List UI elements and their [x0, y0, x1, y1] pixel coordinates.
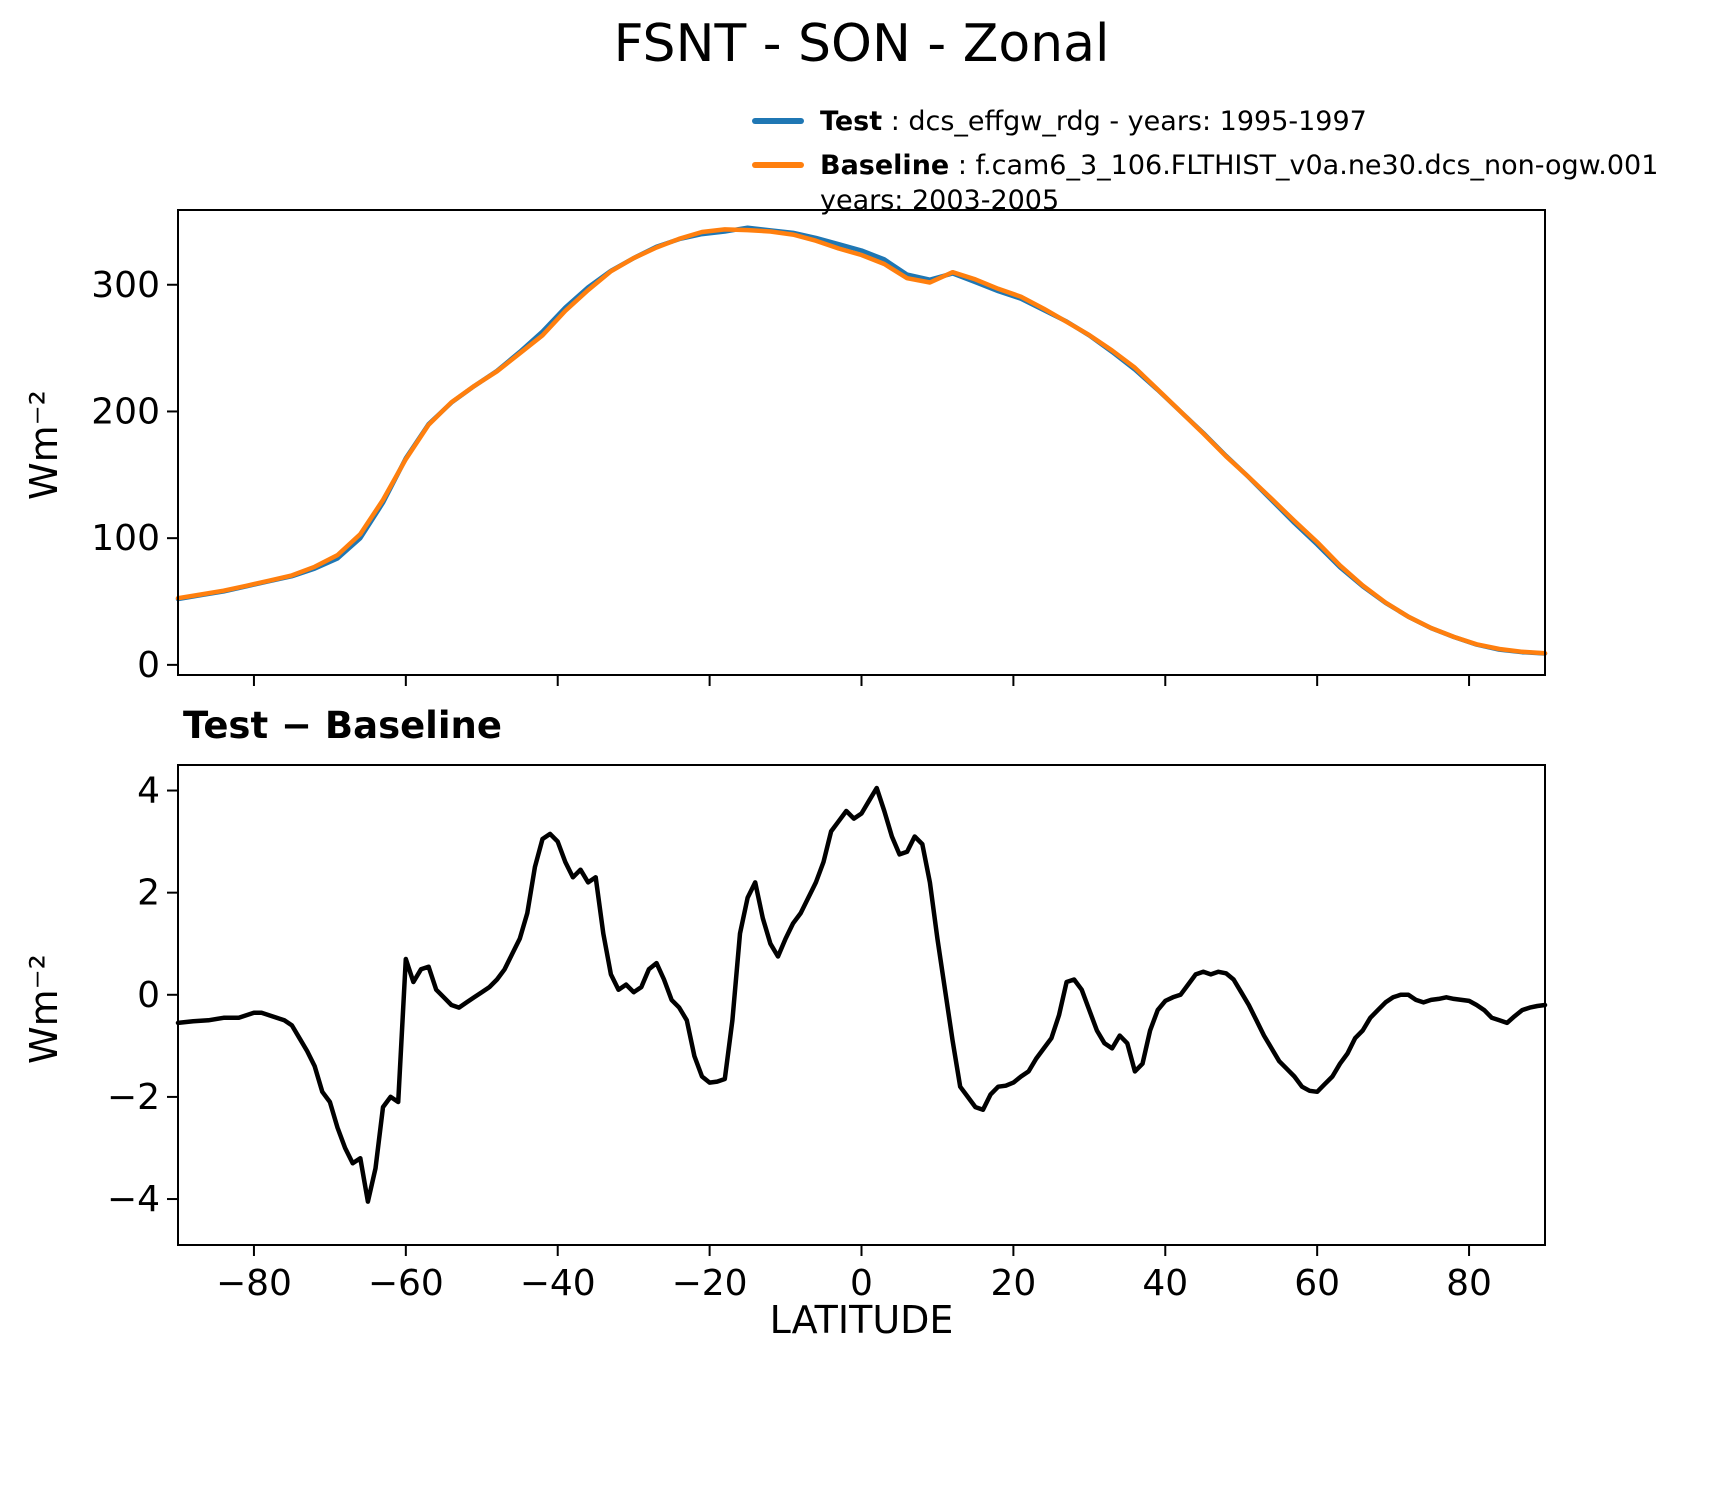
x-tick-label: −60	[368, 1263, 444, 1304]
diff-panel-title: Test − Baseline	[183, 704, 502, 747]
legend-test-label: Test	[820, 106, 883, 137]
x-axis-label: LATITUDE	[769, 1298, 954, 1342]
x-tick-label: 20	[990, 1263, 1036, 1304]
x-tick-label: 60	[1294, 1263, 1340, 1304]
legend-text-baseline: Baseline : f.cam6_3_106.FLTHIST_v0a.ne30…	[820, 148, 1658, 219]
legend-baseline-label: Baseline	[820, 149, 950, 181]
figure-title: FSNT - SON - Zonal	[613, 14, 1110, 74]
plot-border	[177, 209, 1546, 676]
x-tick-label: −20	[672, 1263, 748, 1304]
series-line-test	[175, 225, 1548, 656]
plot-border	[177, 764, 1546, 1246]
x-tick-label: 40	[1142, 1263, 1188, 1304]
y-tick-label: 300	[91, 265, 160, 306]
baseline-line-swatch	[752, 161, 804, 168]
x-tick-label: −40	[520, 1263, 596, 1304]
y-tick-label: 4	[137, 771, 160, 812]
x-tick-label: 0	[850, 1263, 873, 1304]
y-tick-label: −2	[107, 1077, 160, 1118]
y-tick-label: 200	[91, 391, 160, 432]
x-tick-label: −80	[216, 1263, 292, 1304]
legend-baseline-desc: : f.cam6_3_106.FLTHIST_v0a.ne30.dcs_non-…	[949, 149, 1659, 181]
y-tick-label: 100	[91, 518, 160, 559]
legend-baseline-years: years: 2003-2005	[820, 185, 1060, 217]
legend: Test : dcs_effgw_rdg - years: 1995-1997 …	[752, 104, 1658, 219]
legend-item-test: Test : dcs_effgw_rdg - years: 1995-1997	[752, 104, 1658, 140]
y-tick-label: −4	[107, 1179, 160, 1220]
legend-item-baseline: Baseline : f.cam6_3_106.FLTHIST_v0a.ne30…	[752, 148, 1658, 219]
series-line-baseline	[175, 227, 1548, 656]
x-tick-label: 80	[1446, 1263, 1492, 1304]
y-tick-label: 0	[137, 975, 160, 1016]
legend-test-desc: : dcs_effgw_rdg - years: 1995-1997	[882, 106, 1367, 137]
series-line-test-baseline	[175, 785, 1548, 1204]
y-tick-label: 2	[137, 873, 160, 914]
legend-text-test: Test : dcs_effgw_rdg - years: 1995-1997	[820, 104, 1367, 140]
test-line-swatch	[752, 118, 804, 124]
y-tick-label: 0	[137, 645, 160, 686]
